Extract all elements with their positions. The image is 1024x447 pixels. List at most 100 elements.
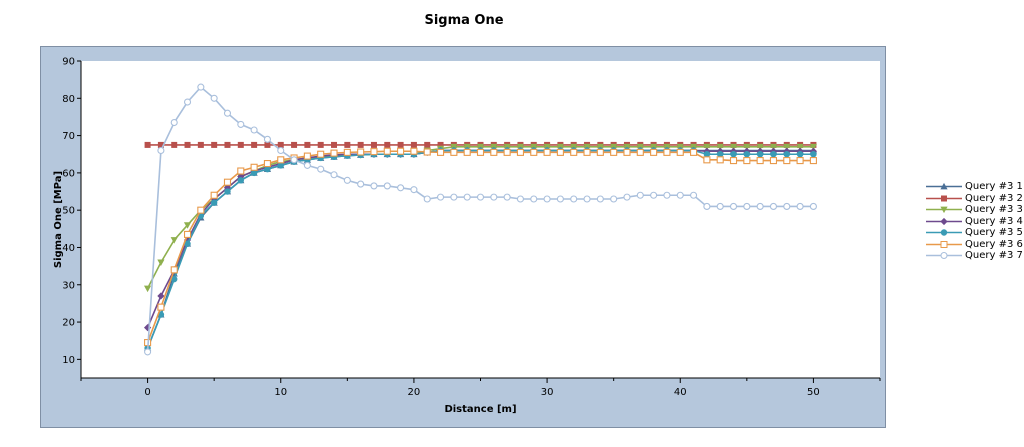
data-point-s7 [610, 195, 618, 203]
chart-title: Sigma One [424, 13, 504, 28]
data-point-s7 [423, 195, 431, 203]
data-point-s2 [410, 141, 417, 148]
data-point-s6 [237, 167, 245, 175]
y-tick-label: 90 [62, 57, 75, 68]
data-point-s5 [717, 151, 724, 158]
data-point-s3 [729, 143, 738, 151]
data-point-s6 [690, 148, 698, 156]
data-point-s6 [769, 157, 778, 165]
plot-frame: 10 20 30 40 50 60 70 80 90 0 10 20 30 40 50 Distance [m… [40, 46, 886, 428]
x-axis-label: Distance [m] [444, 404, 516, 415]
data-point-s5 [743, 151, 751, 158]
data-point-s7 [703, 202, 711, 210]
legend-label: Query #3 2 [965, 192, 1023, 204]
chart-legend: Query #3 1 Query #3 2 Query #3 3 Query #3 4… [926, 181, 1023, 262]
data-point-s6 [756, 157, 764, 165]
data-point-s7 [796, 202, 804, 210]
data-point-s3 [716, 143, 724, 151]
data-point-s7 [690, 191, 698, 199]
data-point-s3 [809, 143, 818, 151]
legend-label: Query #3 5 [965, 227, 1023, 239]
data-point-s7 [290, 156, 298, 164]
data-point-s6 [343, 148, 351, 156]
data-point-s2 [211, 141, 218, 148]
data-point-s2 [184, 141, 191, 148]
y-tick-label: 70 [62, 131, 75, 142]
data-point-s2 [197, 141, 204, 148]
data-point-s3 [183, 222, 192, 229]
data-point-s6 [183, 230, 192, 238]
data-point-s7 [650, 191, 658, 199]
legend-item: Query #3 5 [926, 227, 1023, 239]
legend-swatch [926, 229, 962, 236]
data-point-s6 [277, 156, 285, 164]
data-point-s3 [703, 143, 711, 151]
data-point-s7 [663, 191, 671, 199]
data-point-s7 [157, 146, 165, 155]
data-point-s2 [171, 141, 178, 148]
data-point-s7 [263, 135, 271, 143]
data-point-s6 [330, 149, 338, 157]
data-point-s6 [556, 148, 564, 156]
data-point-s7 [210, 94, 218, 102]
data-point-s7 [516, 195, 525, 203]
data-point-s6 [197, 206, 205, 214]
data-point-s2 [157, 141, 164, 148]
data-point-s7 [636, 191, 644, 199]
data-point-s7 [556, 195, 564, 203]
data-point-s3 [796, 143, 804, 151]
data-point-s2 [424, 141, 431, 148]
data-point-s6 [663, 148, 671, 156]
data-point-s5 [277, 162, 284, 169]
data-point-s2 [370, 141, 377, 148]
data-point-s6 [543, 148, 551, 156]
data-point-s7 [476, 193, 485, 201]
data-point-s7 [623, 193, 631, 201]
data-point-s5 [796, 151, 804, 158]
data-point-s2 [251, 141, 258, 148]
data-point-s6 [383, 147, 391, 155]
data-point-s7 [370, 182, 378, 190]
y-tick-label: 80 [62, 94, 75, 105]
data-point-s7 [183, 98, 192, 106]
y-tick-label: 40 [62, 243, 75, 254]
x-tick-label: 20 [408, 387, 421, 398]
data-point-s6 [357, 148, 365, 156]
data-point-s7 [383, 182, 391, 190]
data-point-s6 [423, 148, 431, 156]
data-point-s5 [810, 151, 817, 158]
data-point-s6 [650, 148, 658, 156]
legend-label: Query #3 1 [965, 181, 1023, 193]
legend-item: Query #3 1 [926, 181, 1023, 193]
data-point-s2 [317, 141, 324, 148]
data-point-s6 [530, 148, 538, 156]
data-point-s7 [769, 202, 778, 210]
data-point-s6 [796, 157, 804, 165]
data-point-s6 [157, 303, 165, 311]
data-point-s6 [676, 148, 684, 156]
y-tick-label: 30 [62, 280, 75, 291]
legend-swatch [926, 217, 962, 225]
data-point-s7 [676, 191, 684, 199]
data-point-s5 [730, 151, 737, 158]
data-point-s2 [357, 141, 364, 148]
data-point-s7 [277, 146, 285, 155]
data-point-s3 [743, 143, 751, 151]
x-tick-label: 40 [674, 387, 687, 398]
data-point-s6 [436, 148, 445, 156]
legend-label: Query #3 6 [965, 238, 1023, 250]
data-point-s6 [210, 191, 218, 199]
data-point-s6 [410, 147, 418, 155]
data-point-s6 [490, 148, 498, 156]
data-point-s6 [170, 266, 178, 274]
y-tick-label: 10 [62, 355, 75, 366]
data-point-s6 [743, 157, 751, 165]
data-point-s2 [264, 141, 271, 148]
data-point-s6 [716, 156, 724, 164]
data-point-s7 [583, 195, 591, 203]
data-point-s7 [716, 202, 724, 210]
data-point-s7 [543, 195, 551, 203]
chart-plot: 10 20 30 40 50 60 70 80 90 0 10 20 30 40 50 Distance [m… [53, 57, 881, 415]
data-point-s7 [743, 202, 751, 210]
data-point-s7 [503, 193, 511, 201]
